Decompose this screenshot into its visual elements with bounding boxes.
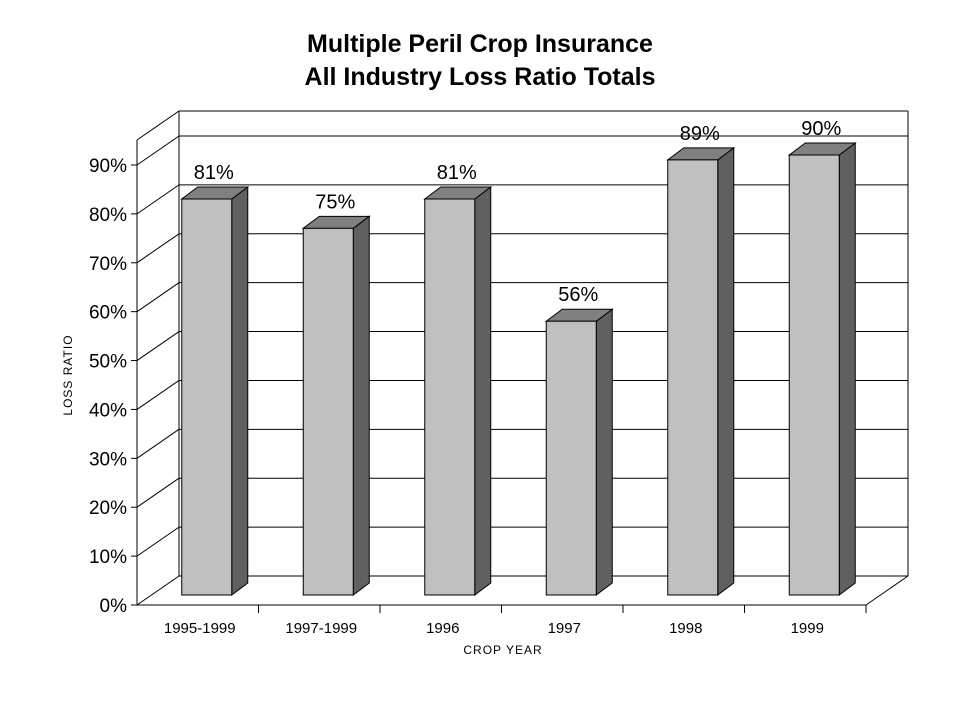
bar-side bbox=[352, 215, 370, 596]
y-tick-label: 40% bbox=[89, 400, 127, 421]
bar-side bbox=[231, 186, 249, 596]
data-label: 90% bbox=[801, 118, 841, 140]
data-label: 75% bbox=[315, 191, 355, 213]
bar-side bbox=[838, 142, 856, 596]
x-tick-label: 1999 bbox=[791, 620, 824, 637]
x-tick-label: 1995-1999 bbox=[164, 620, 236, 637]
y-tick-label: 90% bbox=[89, 156, 127, 177]
y-axis-title: LOSS RATIO bbox=[61, 334, 75, 415]
gridlines bbox=[136, 135, 908, 606]
data-label: 89% bbox=[680, 123, 720, 145]
x-tick-label: 1998 bbox=[669, 620, 702, 637]
left-wall-top-edge bbox=[136, 110, 180, 141]
data-label: 81% bbox=[194, 162, 234, 184]
gridline-depth bbox=[136, 477, 180, 508]
gridline-depth bbox=[136, 428, 180, 459]
x-tick-label: 1996 bbox=[426, 620, 459, 637]
x-axis-title: CROP YEAR bbox=[463, 643, 542, 657]
bar-side bbox=[474, 186, 492, 596]
chart-subtitle: All Industry Loss Ratio Totals bbox=[305, 63, 656, 91]
y-axis-ticks: 0% 10% 20% 30% 40% 50% 60% 70% 80% 90% bbox=[89, 156, 137, 617]
floor-right-edge bbox=[865, 575, 909, 606]
bar-side bbox=[595, 308, 613, 596]
x-axis-ticks: 1995-1999 1997-1999 1996 1997 1998 1999 bbox=[164, 605, 867, 637]
bar bbox=[424, 198, 476, 596]
chart-title: Multiple Peril Crop Insurance bbox=[307, 30, 653, 58]
bar-side bbox=[717, 146, 735, 596]
bar bbox=[667, 159, 719, 596]
gridline-depth bbox=[136, 282, 180, 313]
data-label: 81% bbox=[437, 162, 477, 184]
data-labels: 81% 75% 81% 56% 89% 90% bbox=[194, 118, 842, 306]
gridline-depth bbox=[136, 331, 180, 361]
y-tick-label: 20% bbox=[89, 498, 127, 519]
x-tick-label: 1997-1999 bbox=[285, 620, 357, 637]
gridline-depth bbox=[136, 575, 180, 606]
x-tick-label: 1997 bbox=[548, 620, 581, 637]
y-tick-label: 50% bbox=[89, 352, 127, 373]
gridline-depth bbox=[136, 526, 180, 557]
bar bbox=[545, 320, 597, 596]
gridline-depth bbox=[136, 380, 180, 410]
y-tick-label: 60% bbox=[89, 303, 127, 324]
gridline-depth bbox=[136, 233, 180, 264]
y-tick-label: 70% bbox=[89, 254, 127, 275]
y-tick-label: 80% bbox=[89, 205, 127, 226]
y-tick-label: 10% bbox=[89, 547, 127, 568]
y-tick-label: 30% bbox=[89, 449, 127, 470]
gridline-depth bbox=[136, 184, 180, 215]
bars bbox=[180, 142, 857, 596]
gridline-depth bbox=[136, 135, 180, 166]
y-tick-label: 0% bbox=[100, 596, 128, 617]
bar bbox=[181, 198, 233, 596]
bar bbox=[788, 154, 840, 596]
bar bbox=[302, 227, 354, 596]
data-label: 56% bbox=[558, 284, 598, 306]
